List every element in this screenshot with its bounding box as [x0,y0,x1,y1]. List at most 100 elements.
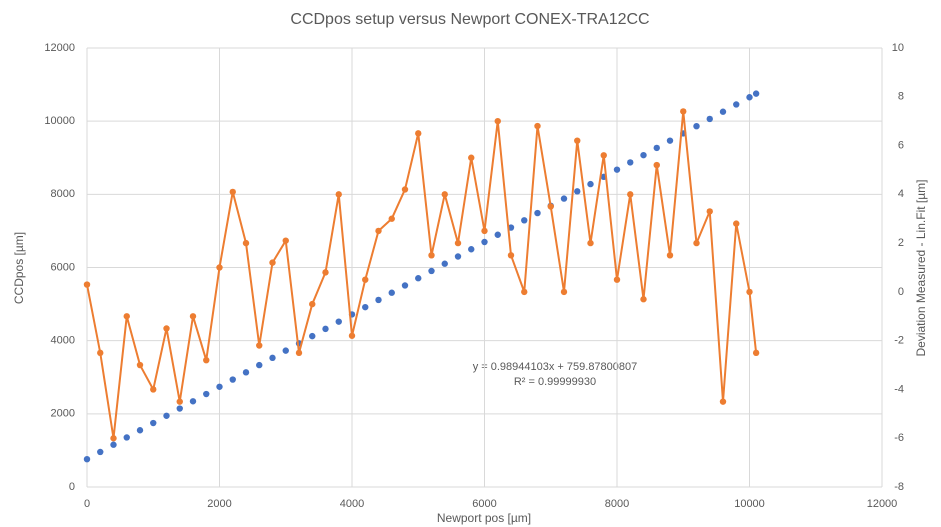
data-point [733,101,740,108]
data-point [574,137,581,144]
data-point [752,90,760,97]
data-point [587,239,594,247]
data-point [481,227,488,235]
x-tick-label: 6000 [472,498,496,510]
data-point [269,259,276,266]
data-point [97,448,104,456]
y-tick-label: 8000 [51,188,75,200]
data-point [150,386,157,393]
x-tick-label: 0 [84,498,90,510]
data-point [415,130,422,137]
data-point [256,342,263,349]
x-tick-label: 12000 [867,498,898,510]
data-point [640,151,647,159]
data-point [574,188,581,195]
data-point [97,349,104,357]
data-point [401,186,409,193]
data-point [322,269,329,276]
data-point [547,203,554,210]
trendline-equation: y = 0.98944103x + 759.87800807 [473,361,638,373]
data-point [401,282,409,289]
y-tick-label: 0 [69,481,75,493]
data-point [653,144,660,152]
x-tick-label: 10000 [734,498,765,510]
data-point [693,122,700,130]
data-point [454,239,462,247]
data-point [335,191,342,198]
data-point [242,369,250,376]
data-point [203,356,210,364]
data-point [468,246,475,253]
x-tick-label: 2000 [207,498,231,510]
data-point [335,318,342,325]
data-point [123,313,130,320]
data-point [746,288,753,296]
data-point [322,325,329,333]
data-point [752,349,760,357]
data-point [441,191,448,198]
data-point [136,361,144,369]
data-point [150,419,157,427]
data-point [83,455,91,463]
y2-tick-label: 2 [898,237,904,249]
data-point [163,325,170,332]
data-point [560,288,568,296]
data-point [653,161,660,169]
r-squared: R² = 0.99999930 [514,376,596,388]
data-point [282,347,289,354]
data-point [534,209,541,217]
data-point [733,220,740,227]
data-point [136,427,144,434]
x-tick-label: 4000 [340,498,364,510]
data-point [269,354,276,362]
data-point [348,332,356,339]
data-point [388,215,395,222]
data-point [428,252,435,259]
data-point [229,188,236,196]
data-point [507,252,515,259]
data-point [216,264,223,271]
y2-axis-title: Deviation Measured - Lin.Fit [µm] [914,180,928,357]
y2-tick-label: -6 [894,432,904,444]
data-point [560,195,568,202]
y2-tick-label: 6 [898,139,904,151]
data-point [706,208,713,215]
data-point [110,435,117,442]
y-tick-label: 10000 [44,115,75,127]
data-point [680,108,687,115]
data-point [309,300,316,308]
data-point [719,108,727,115]
data-point [613,276,621,283]
data-point [521,288,528,296]
data-point [534,122,541,130]
data-point [600,152,607,159]
data-point [309,332,316,340]
data-point [83,281,91,288]
series-line [86,111,758,439]
data-point [666,252,674,259]
data-point [640,296,647,303]
data-point [454,253,462,260]
data-point [388,289,395,296]
y-tick-label: 6000 [51,261,75,273]
y2-tick-label: -4 [894,383,904,395]
y2-tick-label: 8 [898,91,904,103]
x-axis-title: Newport pos [µm] [437,511,531,525]
data-point [627,191,634,198]
data-point [494,117,501,125]
data-point [362,303,369,311]
data-point [627,159,634,166]
data-point [375,296,382,304]
data-point [189,313,197,320]
y2-tick-label: 4 [898,188,904,200]
data-point [746,94,753,101]
data-point [110,441,117,448]
data-point [163,412,170,419]
data-point [242,239,250,247]
data-point [176,405,183,412]
data-point [256,361,263,369]
data-point [203,390,210,398]
data-point [468,154,475,161]
